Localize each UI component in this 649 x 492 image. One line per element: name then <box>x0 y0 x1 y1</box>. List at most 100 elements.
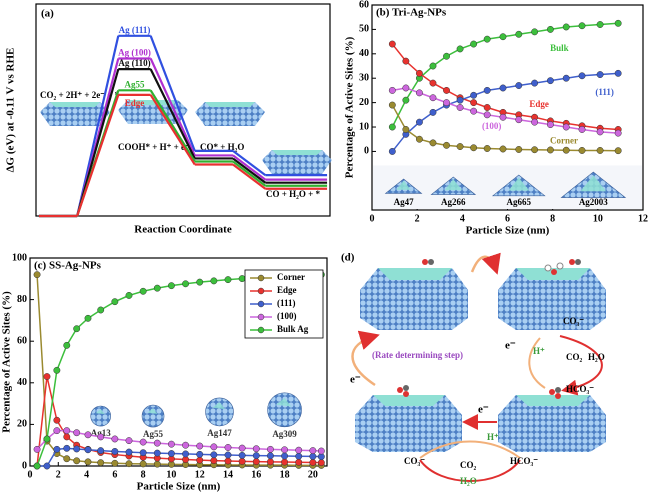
data-point <box>317 447 325 455</box>
data-point <box>470 91 478 99</box>
data-point <box>415 89 423 97</box>
nanoparticle-facet <box>147 408 158 414</box>
connector <box>149 89 196 163</box>
data-point <box>614 129 622 137</box>
panel-title: (c) SS-Ag-NPs <box>34 260 102 272</box>
data-point <box>111 435 119 443</box>
x-tick-label: 12 <box>638 213 648 224</box>
connector <box>232 154 266 181</box>
legend-marker <box>257 300 265 308</box>
data-point <box>456 96 464 104</box>
data-point <box>84 446 92 454</box>
data-point <box>281 446 289 454</box>
data-point <box>295 446 303 454</box>
connector <box>232 160 266 187</box>
data-point <box>402 84 410 92</box>
data-point <box>84 314 92 322</box>
y-tick-label: 30 <box>359 73 369 84</box>
data-point <box>43 462 51 470</box>
data-point <box>402 126 410 133</box>
data-point <box>562 23 570 31</box>
surface-slab <box>118 100 188 124</box>
data-point <box>281 458 289 466</box>
surface-top <box>272 150 322 155</box>
particle <box>498 259 606 330</box>
data-point <box>238 457 246 465</box>
data-point <box>546 121 554 129</box>
nanoparticle <box>267 392 302 428</box>
plot-frame <box>29 257 328 467</box>
data-point <box>63 444 71 452</box>
x-axis-label: Particle Size (nm) <box>137 481 221 492</box>
legend-label: Edge <box>277 285 297 295</box>
species: CO₃⁻ <box>563 316 584 326</box>
species: H⁺ <box>487 432 499 442</box>
nanoparticle <box>205 397 234 427</box>
data-point <box>515 30 523 38</box>
data-point <box>196 442 204 450</box>
data-point <box>238 444 246 452</box>
data-point <box>614 19 622 27</box>
nanoparticle-facet <box>95 409 105 415</box>
data-point <box>33 445 41 453</box>
series-line <box>391 43 619 131</box>
surface-slab <box>195 102 265 126</box>
inset-label: Ag266 <box>441 197 466 207</box>
data-point <box>415 135 423 143</box>
x-tick-label: 10 <box>166 469 176 480</box>
data-point <box>499 145 507 153</box>
nanoparticle-facet <box>276 397 292 407</box>
data-point <box>483 104 491 111</box>
data-point <box>84 458 92 466</box>
arrow <box>419 440 521 459</box>
inset-label: Ag665 <box>507 197 532 207</box>
data-point <box>429 79 437 87</box>
data-point <box>73 445 81 453</box>
data-point <box>429 108 437 116</box>
y-axis-label: ΔG (eV) at -0.11 V vs RHE <box>5 48 17 173</box>
data-point <box>224 451 232 459</box>
data-point <box>53 416 61 424</box>
series-line <box>391 104 619 152</box>
x-tick-label: 0 <box>370 213 375 224</box>
data-point <box>578 147 586 154</box>
data-point <box>210 457 218 465</box>
connector <box>232 163 266 190</box>
data-point <box>84 431 92 439</box>
data-point <box>429 139 437 147</box>
data-point <box>317 459 325 467</box>
state-label: COOH* + H⁺ + e⁻ <box>118 142 190 152</box>
data-point <box>578 22 586 30</box>
x-axis-label: Particle Size (nm) <box>466 225 550 237</box>
data-point <box>483 86 491 94</box>
inset-label: Ag55 <box>143 429 163 439</box>
legend-label: Corner <box>277 272 305 282</box>
arrow <box>419 459 521 482</box>
nanoparticle <box>90 405 112 427</box>
data-point <box>63 427 71 435</box>
state-label: CO + H₂O + * <box>266 189 320 199</box>
data-point <box>63 433 71 441</box>
y-axis-label: Percentage of Active Sites (%) <box>1 291 13 433</box>
data-point <box>531 146 539 154</box>
data-point <box>139 287 147 295</box>
series-label: (100) <box>482 121 502 131</box>
data-point <box>53 427 61 435</box>
data-point <box>402 96 410 104</box>
species: H⁺ <box>533 346 545 356</box>
data-point <box>266 458 274 466</box>
data-point <box>531 118 539 126</box>
x-tick-label: 10 <box>593 213 603 224</box>
y-tick-label: 10 <box>359 121 369 132</box>
x-tick-label: 16 <box>251 469 261 480</box>
electron: e⁻ <box>505 340 516 352</box>
series-label: Ag (100) <box>118 48 151 58</box>
data-point <box>63 455 71 463</box>
data-point <box>499 84 507 92</box>
y-tick-label: 60 <box>17 335 27 346</box>
data-point <box>252 458 260 466</box>
data-point <box>429 62 437 70</box>
nanoparticle-facet <box>396 180 411 190</box>
data-point <box>281 452 289 460</box>
data-point <box>252 452 260 460</box>
